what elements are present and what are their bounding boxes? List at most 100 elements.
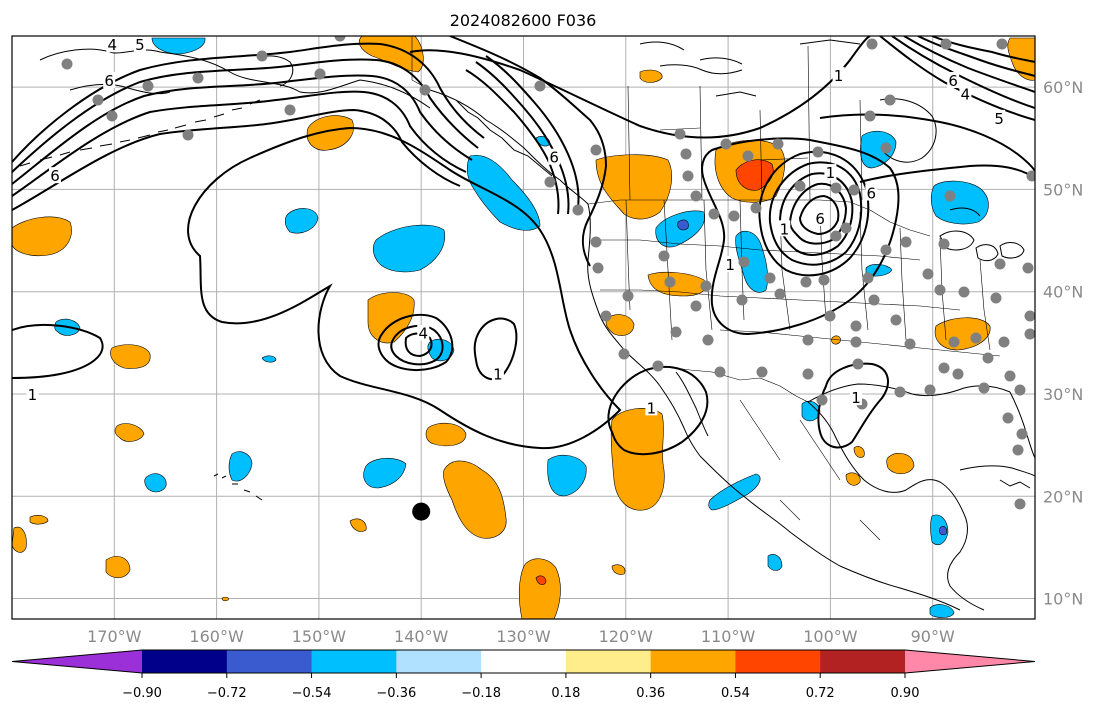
station-dot xyxy=(772,138,784,150)
svg-text:1: 1 xyxy=(780,220,790,238)
contour-label: 1 xyxy=(832,66,845,85)
station-dot xyxy=(92,94,104,106)
svg-text:6: 6 xyxy=(948,72,958,90)
station-dot xyxy=(652,360,664,372)
longitude-label: 140°W xyxy=(394,627,449,646)
station-dot xyxy=(192,72,204,84)
station-dot xyxy=(544,176,556,188)
station-dot xyxy=(61,58,73,70)
contour-label: 1 xyxy=(724,256,737,274)
colorbar-tick-label: −0.36 xyxy=(376,686,416,701)
station-dot xyxy=(1002,412,1014,424)
station-dot xyxy=(670,326,682,338)
station-dot xyxy=(142,80,154,92)
colorbar-bin xyxy=(226,650,313,673)
contour-label: 5 xyxy=(133,36,146,54)
svg-text:6: 6 xyxy=(549,149,559,167)
station-dot xyxy=(934,284,946,296)
station-dot xyxy=(948,336,960,348)
longitude-label: 110°W xyxy=(701,627,756,646)
station-dot xyxy=(1026,170,1035,182)
station-dot xyxy=(938,238,950,250)
contour-label: 6 xyxy=(103,72,116,90)
station-dot xyxy=(952,368,964,380)
contour-label: 6 xyxy=(865,184,878,203)
contour-label: 5 xyxy=(993,109,1006,128)
svg-text:4: 4 xyxy=(107,36,117,54)
station-dot xyxy=(284,104,296,116)
svg-text:5: 5 xyxy=(135,36,145,54)
longitude-labels: 170°W 160°W 150°W 140°W 130°W 120°W 110°W 100°W… xyxy=(87,627,955,646)
station-dot xyxy=(728,210,740,222)
station-dot xyxy=(938,362,950,374)
latitude-label: 50°N xyxy=(1043,180,1083,199)
latitude-label: 40°N xyxy=(1043,283,1083,302)
colorbar-extend-high xyxy=(905,650,1035,673)
station-dot xyxy=(658,250,670,262)
longitude-label: 120°W xyxy=(599,627,654,646)
latitude-label: 30°N xyxy=(1043,385,1083,404)
svg-text:1: 1 xyxy=(834,67,844,85)
contour-label: 1 xyxy=(645,399,658,417)
station-dot xyxy=(830,182,842,194)
svg-text:1: 1 xyxy=(725,256,735,274)
station-dot xyxy=(982,352,994,364)
colorbar-tick-label: 0.72 xyxy=(806,686,835,701)
colorbar-bin xyxy=(311,650,397,673)
colorbar-tick-label: −0.72 xyxy=(207,686,247,701)
station-dot xyxy=(1024,328,1035,340)
colorbar-bin xyxy=(142,650,228,673)
colorbar-bin xyxy=(565,650,652,673)
station-dot xyxy=(862,272,874,284)
station-dot xyxy=(742,150,754,162)
station-dot xyxy=(256,50,268,62)
station-dot xyxy=(700,280,712,292)
station-dot xyxy=(622,290,634,302)
longitude-label: 150°W xyxy=(292,627,347,646)
location-marker[interactable] xyxy=(412,502,431,521)
svg-text:1: 1 xyxy=(493,366,503,384)
station-dot xyxy=(690,190,702,202)
station-dot xyxy=(996,38,1008,50)
contour-label: 4 xyxy=(959,85,972,103)
longitude-label: 100°W xyxy=(803,627,858,646)
station-dot xyxy=(664,276,676,288)
station-dot xyxy=(850,320,862,332)
contour-label: 6 xyxy=(548,148,561,167)
station-dot xyxy=(756,366,768,378)
svg-text:1: 1 xyxy=(28,386,38,404)
station-dot xyxy=(970,332,982,344)
station-dot xyxy=(830,230,842,242)
station-dot xyxy=(1022,262,1034,274)
station-dot xyxy=(314,68,326,80)
svg-text:6: 6 xyxy=(815,210,825,228)
station-dot xyxy=(674,128,686,140)
station-dot xyxy=(720,138,732,150)
contour-label: 1 xyxy=(849,389,862,407)
station-dot xyxy=(708,208,720,220)
station-dot xyxy=(868,294,880,306)
station-dot xyxy=(106,110,118,122)
longitude-label: 170°W xyxy=(87,627,142,646)
station-dot xyxy=(1014,498,1026,510)
svg-text:1: 1 xyxy=(851,389,861,407)
svg-text:5: 5 xyxy=(994,110,1004,128)
station-dot xyxy=(816,394,828,406)
station-dot xyxy=(818,274,830,286)
coastlines xyxy=(19,39,1035,611)
latitude-label: 10°N xyxy=(1043,590,1083,609)
station-dot xyxy=(994,258,1006,270)
station-dot xyxy=(702,334,714,346)
contour-lines xyxy=(12,36,1035,456)
station-dot xyxy=(940,38,952,50)
station-dot xyxy=(884,94,896,106)
station-dot xyxy=(419,84,431,96)
station-dot xyxy=(600,310,612,322)
station-dot xyxy=(990,292,1002,304)
station-dot xyxy=(534,80,546,92)
svg-text:6: 6 xyxy=(104,72,114,90)
station-dot xyxy=(812,146,824,158)
longitude-label: 130°W xyxy=(496,627,551,646)
